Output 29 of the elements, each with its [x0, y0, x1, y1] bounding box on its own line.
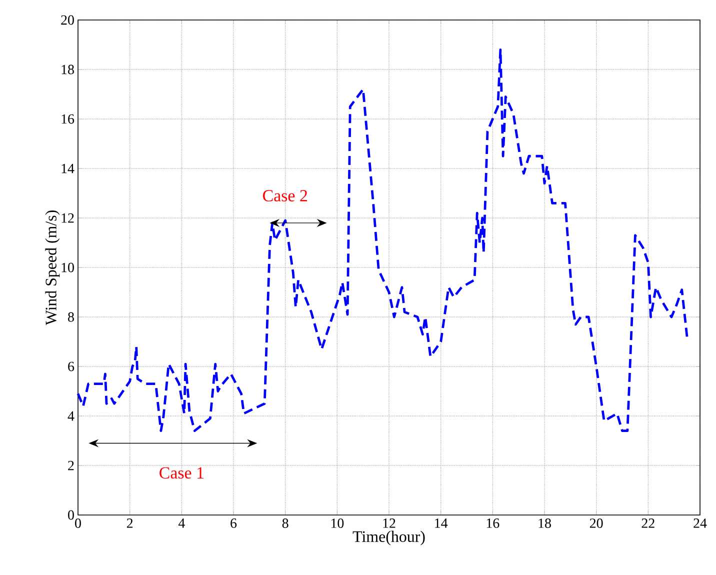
- y-tick-label: 16: [62, 114, 74, 124]
- y-tick-label: 10: [62, 262, 74, 272]
- x-axis-title: Time(hour): [352, 530, 425, 546]
- y-tick-label: 12: [62, 213, 74, 223]
- line-series: [76, 48, 688, 432]
- annotation: Case 1: [160, 467, 204, 479]
- x-tick-label: 6: [230, 518, 237, 528]
- y-tick-label: 4: [68, 411, 74, 421]
- y-tick-label: 8: [68, 312, 74, 322]
- x-tick-label: 18: [538, 518, 551, 528]
- x-tick-label: 16: [486, 518, 500, 528]
- x-tick-label: 24: [694, 518, 707, 528]
- x-tick-label: 12: [383, 518, 396, 528]
- x-tick-label: 0: [75, 518, 81, 528]
- y-axis-title: Wind Speed (m/s): [45, 210, 60, 326]
- x-tick-label: 10: [331, 518, 344, 528]
- x-tick-label: 4: [178, 518, 185, 528]
- y-tick-label: 6: [68, 362, 74, 372]
- x-tick-label: 22: [642, 518, 654, 528]
- x-tick-label: 2: [126, 518, 133, 528]
- y-tick-label: 14: [62, 164, 74, 174]
- y-tick-label: 0: [68, 510, 74, 520]
- x-tick-label: 14: [435, 518, 448, 528]
- y-tick-label: 20: [61, 15, 74, 25]
- annotation: Case 2: [262, 190, 307, 202]
- x-tick-label: 8: [282, 518, 288, 528]
- y-tick-label: 18: [62, 64, 74, 74]
- y-tick-label: 2: [68, 460, 74, 470]
- x-tick-label: 20: [590, 518, 603, 528]
